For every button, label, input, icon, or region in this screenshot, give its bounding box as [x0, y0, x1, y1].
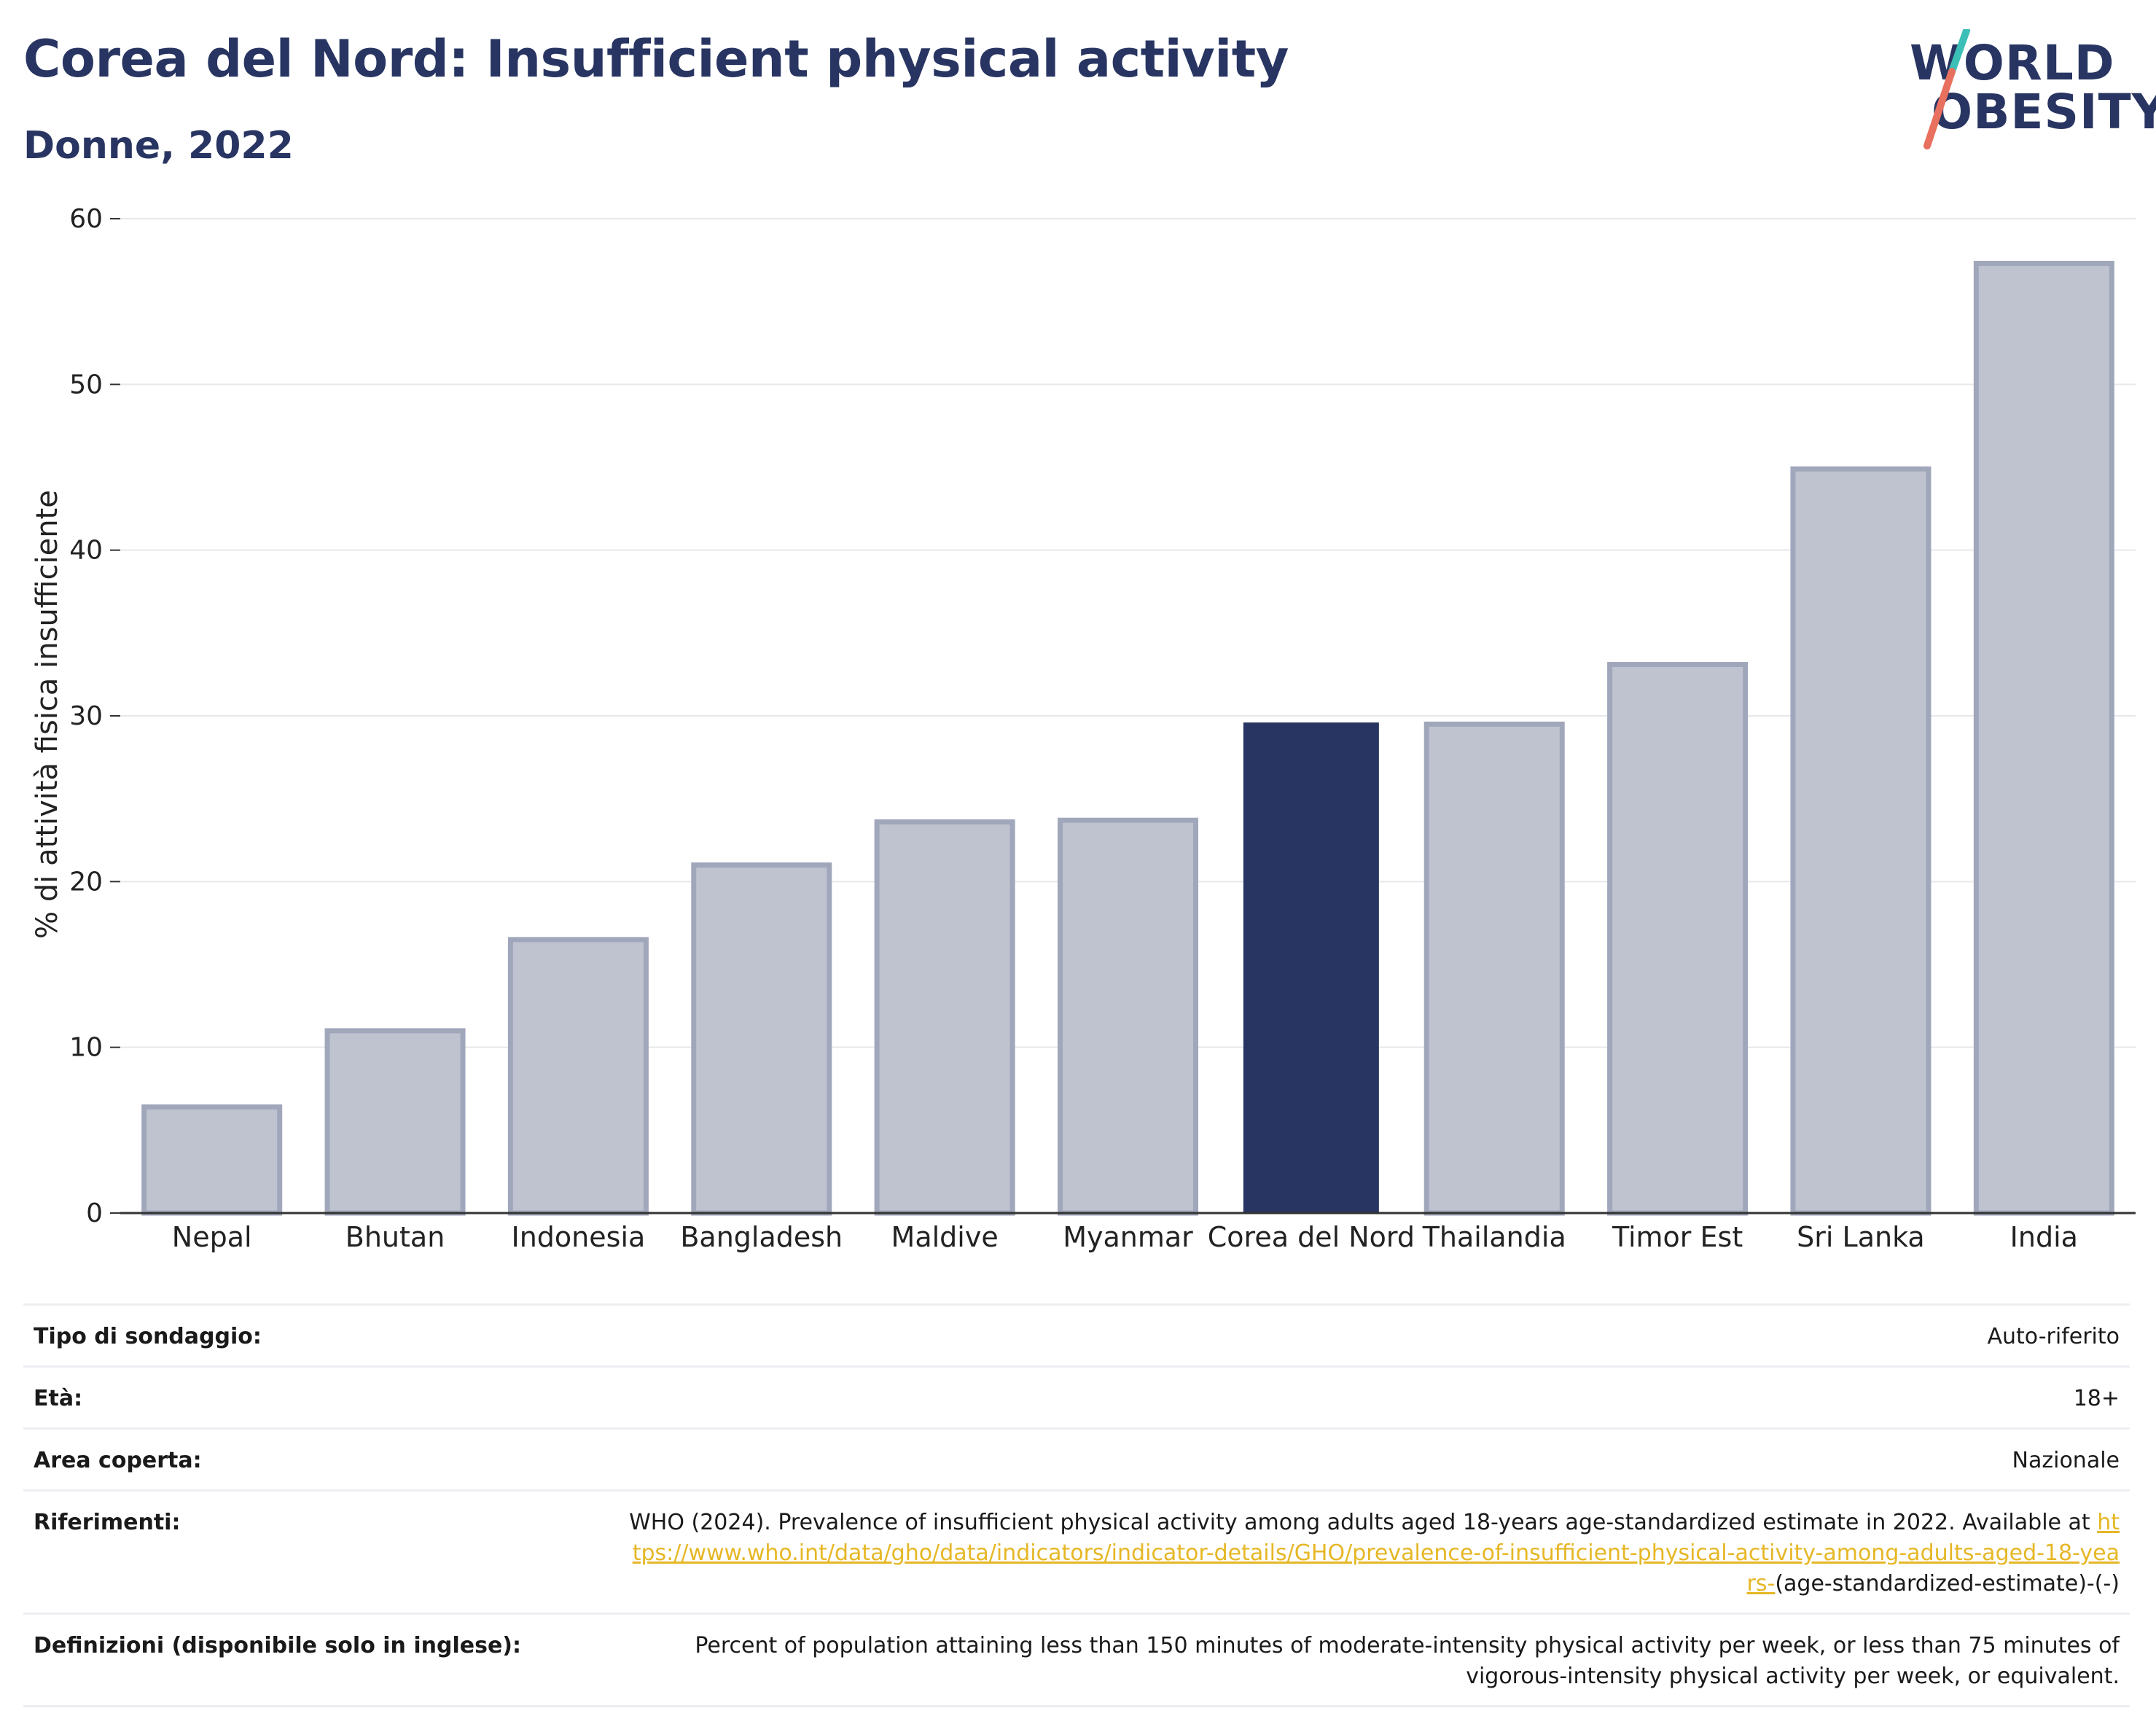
bar-myanmar[interactable]	[1057, 817, 1199, 1216]
bar-bhutan[interactable]	[324, 1028, 466, 1216]
meta-label: Età:	[34, 1386, 83, 1411]
logo-line-1: WORLD	[1910, 35, 2115, 91]
meta-value: WHO (2024). Prevalence of insufficient p…	[625, 1508, 2120, 1599]
meta-label: Definizioni (disponibile solo in inglese…	[34, 1633, 521, 1658]
bars	[141, 260, 2114, 1216]
meta-row-definitions: Definizioni (disponibile solo in inglese…	[23, 1613, 2130, 1707]
meta-row-references: Riferimenti: WHO (2024). Prevalence of i…	[23, 1489, 2130, 1613]
x-tick-label: Corea del Nord	[1208, 1221, 1415, 1253]
meta-value: 18+	[2073, 1386, 2120, 1411]
x-tick-label: Indonesia	[512, 1221, 646, 1253]
y-tick-label: 10	[69, 1033, 103, 1063]
world-obesity-logo: WORLD OBESITY	[1895, 29, 2156, 160]
bar-nepal[interactable]	[141, 1104, 283, 1216]
meta-value: Percent of population attaining less tha…	[695, 1633, 2120, 1689]
bar-maldive[interactable]	[874, 819, 1015, 1216]
reference-suffix: (age-standardized-estimate)-(-)	[1775, 1571, 2120, 1596]
reference-link[interactable]: https://www.who.int/data/gho/data/indica…	[632, 1510, 2120, 1596]
logo-slash-icon	[1923, 29, 1970, 149]
x-tick-label: Bhutan	[345, 1221, 445, 1253]
bar-indonesia[interactable]	[507, 937, 649, 1216]
chart-subtitle: Donne, 2022	[23, 124, 294, 168]
meta-value: Auto-riferito	[1987, 1324, 2120, 1349]
bar-india[interactable]	[1973, 260, 2114, 1216]
x-tick-label: Myanmar	[1063, 1221, 1193, 1253]
reference-text: WHO (2024). Prevalence of insufficient p…	[629, 1510, 2090, 1535]
x-tick-label: India	[2010, 1221, 2078, 1253]
y-tick-label: 50	[69, 370, 103, 399]
bar-corea-del-nord[interactable]	[1243, 722, 1379, 1213]
x-tick-label: Nepal	[172, 1221, 252, 1253]
y-tick-label: 60	[69, 204, 103, 234]
bar-thailandia[interactable]	[1423, 721, 1565, 1216]
bar-bangladesh[interactable]	[691, 862, 832, 1216]
meta-label: Tipo di sondaggio:	[34, 1324, 262, 1349]
chart-title: Corea del Nord: Insufficient physical ac…	[23, 29, 1289, 89]
bar-timor-est[interactable]	[1607, 662, 1749, 1216]
x-tick-label: Bangladesh	[680, 1221, 843, 1253]
meta-row-age: Età: 18+	[23, 1365, 2130, 1427]
x-tick-label: Maldive	[891, 1221, 999, 1253]
meta-label: Riferimenti:	[34, 1510, 181, 1535]
y-tick-label: 0	[86, 1198, 103, 1228]
y-tick-label: 30	[69, 701, 103, 731]
meta-row-area: Area coperta: Nazionale	[23, 1427, 2130, 1489]
x-tick-label: Timor Est	[1612, 1221, 1743, 1253]
meta-value: Nazionale	[2012, 1448, 2120, 1473]
metadata-table: Tipo di sondaggio: Auto-riferito Età: 18…	[23, 1303, 2130, 1707]
logo-line-2: OBESITY	[1932, 84, 2156, 140]
y-tick-label: 40	[69, 536, 103, 566]
y-axis-title: % di attività fisica insufficiente	[31, 490, 64, 939]
meta-label: Area coperta:	[34, 1448, 202, 1473]
meta-row-survey-type: Tipo di sondaggio: Auto-riferito	[23, 1303, 2130, 1365]
x-tick-label: Thailandia	[1422, 1221, 1566, 1253]
x-tick-label: Sri Lanka	[1797, 1221, 1925, 1253]
bar-sri-lanka[interactable]	[1790, 466, 1932, 1216]
bar-chart: 0 10 20 30 40 50 60 Nepal Bhutan Indonesia Banglad…	[31, 204, 2136, 1253]
axes: 0 10 20 30 40 50 60 Nepal Bhutan Indonesia Banglad…	[69, 204, 2136, 1253]
y-tick-label: 20	[69, 867, 103, 897]
